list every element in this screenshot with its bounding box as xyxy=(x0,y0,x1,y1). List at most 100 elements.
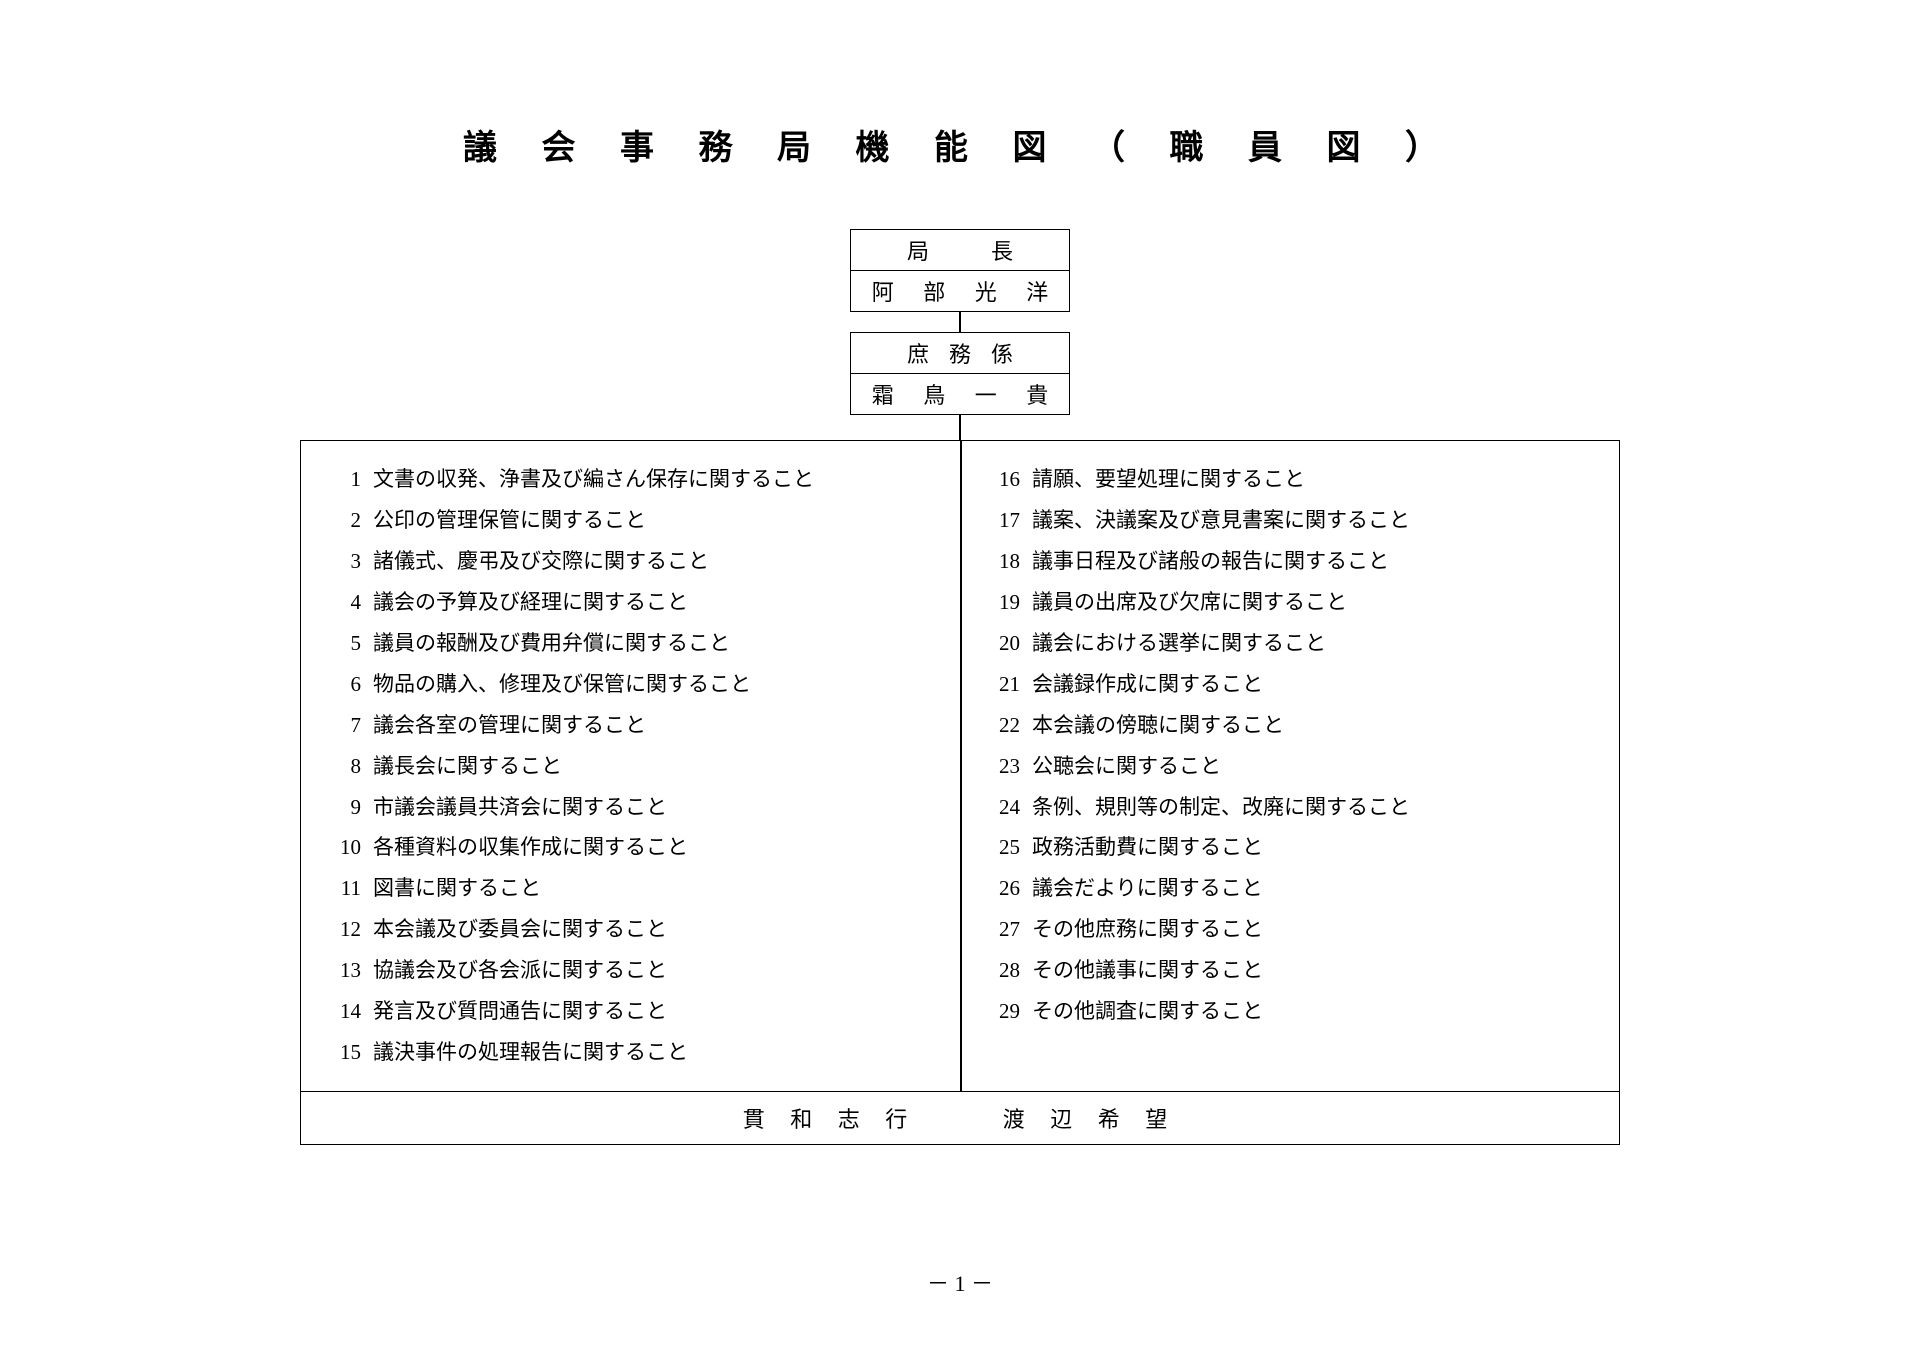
duty-text: その他庶務に関すること xyxy=(1032,909,1599,950)
duty-item: 29その他調査に関すること xyxy=(990,991,1599,1032)
person-name-right: 渡 辺 希 望 xyxy=(1003,1102,1178,1134)
duty-text: 議員の出席及び欠席に関すること xyxy=(1032,582,1599,623)
duty-text: 議案、決議案及び意見書案に関すること xyxy=(1032,500,1599,541)
director-box-group: 局 長 阿 部 光 洋 庶務係 霜 鳥 一 貴 xyxy=(850,229,1070,415)
connector-line xyxy=(959,415,961,440)
duty-item: 19議員の出席及び欠席に関すること xyxy=(990,582,1599,623)
duty-text: 公聴会に関すること xyxy=(1032,746,1599,787)
duty-number: 5 xyxy=(331,623,373,664)
duty-number: 12 xyxy=(331,909,373,950)
duty-number: 25 xyxy=(990,827,1032,868)
person-name-left: 貫 和 志 行 xyxy=(743,1102,918,1134)
duty-number: 1 xyxy=(331,459,373,500)
duty-number: 14 xyxy=(331,991,373,1032)
org-chart: 局 長 阿 部 光 洋 庶務係 霜 鳥 一 貴 1文書の収発、浄書及び編さん保存… xyxy=(300,229,1620,1145)
duty-text: 請願、要望処理に関すること xyxy=(1032,459,1599,500)
duty-number: 27 xyxy=(990,909,1032,950)
center-divider xyxy=(960,441,962,1091)
duty-text: 議会の予算及び経理に関すること xyxy=(373,582,940,623)
duty-number: 19 xyxy=(990,582,1032,623)
duty-text: 諸儀式、慶弔及び交際に関すること xyxy=(373,541,940,582)
duty-number: 7 xyxy=(331,705,373,746)
duty-text: 議長会に関すること xyxy=(373,746,940,787)
duty-number: 20 xyxy=(990,623,1032,664)
duties-column-left: 1文書の収発、浄書及び編さん保存に関すること2公印の管理保管に関すること3諸儀式… xyxy=(301,441,960,1091)
duty-text: 会議録作成に関すること xyxy=(1032,664,1599,705)
duty-number: 4 xyxy=(331,582,373,623)
duty-number: 10 xyxy=(331,827,373,868)
duty-item: 11図書に関すること xyxy=(331,868,940,909)
duty-item: 15議決事件の処理報告に関すること xyxy=(331,1032,940,1073)
duty-text: 議会における選挙に関すること xyxy=(1032,623,1599,664)
duty-item: 28その他議事に関すること xyxy=(990,950,1599,991)
duties-wrapper: 1文書の収発、浄書及び編さん保存に関すること2公印の管理保管に関すること3諸儀式… xyxy=(300,415,1620,1145)
duty-item: 16請願、要望処理に関すること xyxy=(990,459,1599,500)
duty-text: 物品の購入、修理及び保管に関すること xyxy=(373,664,940,705)
duty-number: 11 xyxy=(331,868,373,909)
duty-item: 2公印の管理保管に関すること xyxy=(331,500,940,541)
duty-item: 12本会議及び委員会に関すること xyxy=(331,909,940,950)
duty-item: 18議事日程及び諸般の報告に関すること xyxy=(990,541,1599,582)
duty-text: 議会だよりに関すること xyxy=(1032,868,1599,909)
director-box: 局 長 阿 部 光 洋 xyxy=(850,229,1070,312)
duty-text: 協議会及び各会派に関すること xyxy=(373,950,940,991)
duty-item: 10各種資料の収集作成に関すること xyxy=(331,827,940,868)
duty-text: 文書の収発、浄書及び編さん保存に関すること xyxy=(373,459,940,500)
duty-text: その他議事に関すること xyxy=(1032,950,1599,991)
duty-number: 15 xyxy=(331,1032,373,1073)
duty-text: 条例、規則等の制定、改廃に関すること xyxy=(1032,787,1599,828)
director-name: 阿 部 光 洋 xyxy=(851,270,1069,311)
connector-line xyxy=(959,312,961,332)
duty-item: 20議会における選挙に関すること xyxy=(990,623,1599,664)
duty-text: 政務活動費に関すること xyxy=(1032,827,1599,868)
duty-number: 6 xyxy=(331,664,373,705)
page-number: － 1 － xyxy=(0,1266,1920,1298)
duty-number: 26 xyxy=(990,868,1032,909)
duty-text: 市議会議員共済会に関すること xyxy=(373,787,940,828)
duty-item: 14発言及び質問通告に関すること xyxy=(331,991,940,1032)
duty-item: 23公聴会に関すること xyxy=(990,746,1599,787)
duty-item: 8議長会に関すること xyxy=(331,746,940,787)
duty-number: 8 xyxy=(331,746,373,787)
duty-text: 各種資料の収集作成に関すること xyxy=(373,827,940,868)
duty-text: 発言及び質問通告に関すること xyxy=(373,991,940,1032)
duty-item: 6物品の購入、修理及び保管に関すること xyxy=(331,664,940,705)
duty-item: 24条例、規則等の制定、改廃に関すること xyxy=(990,787,1599,828)
section-title: 庶務係 xyxy=(851,333,1069,373)
duty-number: 28 xyxy=(990,950,1032,991)
duty-number: 9 xyxy=(331,787,373,828)
duty-text: 議会各室の管理に関すること xyxy=(373,705,940,746)
duty-number: 23 xyxy=(990,746,1032,787)
duty-text: 議員の報酬及び費用弁償に関すること xyxy=(373,623,940,664)
section-name: 霜 鳥 一 貴 xyxy=(851,373,1069,414)
duty-number: 29 xyxy=(990,991,1032,1032)
duty-number: 3 xyxy=(331,541,373,582)
duty-item: 22本会議の傍聴に関すること xyxy=(990,705,1599,746)
duty-item: 3諸儀式、慶弔及び交際に関すること xyxy=(331,541,940,582)
duties-row: 1文書の収発、浄書及び編さん保存に関すること2公印の管理保管に関すること3諸儀式… xyxy=(301,441,1619,1091)
duties-column-right: 16請願、要望処理に関すること17議案、決議案及び意見書案に関すること18議事日… xyxy=(960,441,1619,1091)
duty-item: 7議会各室の管理に関すること xyxy=(331,705,940,746)
duty-number: 21 xyxy=(990,664,1032,705)
duty-item: 9市議会議員共済会に関すること xyxy=(331,787,940,828)
director-title: 局 長 xyxy=(851,230,1069,270)
duty-text: 図書に関すること xyxy=(373,868,940,909)
duty-item: 5議員の報酬及び費用弁償に関すること xyxy=(331,623,940,664)
duty-item: 13協議会及び各会派に関すること xyxy=(331,950,940,991)
duty-text: 議事日程及び諸般の報告に関すること xyxy=(1032,541,1599,582)
duty-number: 22 xyxy=(990,705,1032,746)
duties-table: 1文書の収発、浄書及び編さん保存に関すること2公印の管理保管に関すること3諸儀式… xyxy=(300,440,1620,1145)
duty-item: 1文書の収発、浄書及び編さん保存に関すること xyxy=(331,459,940,500)
duty-number: 17 xyxy=(990,500,1032,541)
bottom-names-row: 貫 和 志 行 渡 辺 希 望 xyxy=(301,1091,1619,1144)
duty-item: 21会議録作成に関すること xyxy=(990,664,1599,705)
duty-text: 議決事件の処理報告に関すること xyxy=(373,1032,940,1073)
duty-number: 16 xyxy=(990,459,1032,500)
duty-item: 27その他庶務に関すること xyxy=(990,909,1599,950)
duty-number: 2 xyxy=(331,500,373,541)
duty-item: 17議案、決議案及び意見書案に関すること xyxy=(990,500,1599,541)
duty-number: 13 xyxy=(331,950,373,991)
duty-number: 18 xyxy=(990,541,1032,582)
duty-item: 26議会だよりに関すること xyxy=(990,868,1599,909)
section-box: 庶務係 霜 鳥 一 貴 xyxy=(850,332,1070,415)
